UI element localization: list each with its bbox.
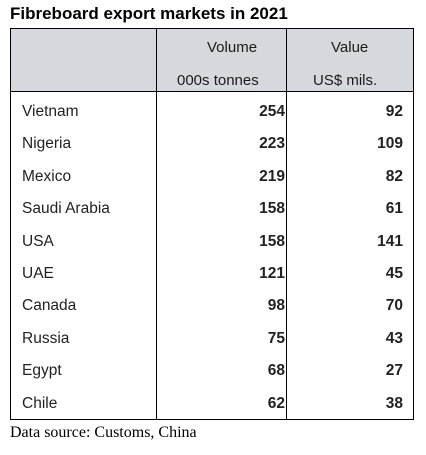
table-row: Nigeria 223 109 (11, 127, 413, 160)
volume-cell: 62 (267, 394, 285, 412)
table-row: Mexico 219 82 (11, 160, 413, 193)
country-cell: Nigeria (22, 135, 72, 153)
value-cell: 109 (377, 135, 403, 153)
value-column-header: Value (331, 39, 369, 56)
volume-cell: 158 (259, 232, 285, 250)
table-row: Vietnam 254 92 (11, 95, 413, 128)
data-source-note: Data source: Customs, China (10, 424, 197, 441)
value-cell: 43 (385, 329, 403, 347)
volume-cell: 158 (259, 200, 285, 218)
table-row: Chile 62 38 (11, 387, 413, 420)
volume-cell: 223 (259, 135, 285, 153)
country-cell: UAE (22, 265, 54, 282)
country-cell: Mexico (22, 167, 72, 185)
country-cell: Chile (22, 394, 58, 412)
value-cell: 70 (385, 297, 403, 315)
chart-title: Fibreboard export markets in 2021 (10, 4, 288, 23)
country-cell: Russia (22, 329, 70, 347)
column-divider (156, 29, 157, 419)
table-row: Canada 98 70 (11, 289, 413, 322)
volume-unit-label: 000s tonnes (177, 72, 259, 89)
value-cell: 38 (385, 394, 403, 412)
volume-cell: 121 (259, 265, 285, 282)
value-cell: 45 (385, 265, 403, 282)
table-row: USA 158 141 (11, 225, 413, 258)
table-row: UAE 121 45 (11, 257, 413, 290)
table-row: Egypt 68 27 (11, 354, 413, 387)
country-cell: Saudi Arabia (22, 200, 110, 218)
volume-cell: 98 (267, 297, 285, 315)
table-header: Volume 000s tonnes Value US$ mils. (11, 29, 413, 92)
volume-column-header: Volume (207, 39, 258, 56)
value-cell: 61 (385, 200, 403, 218)
volume-cell: 68 (267, 362, 285, 380)
value-cell: 82 (385, 167, 403, 185)
table-row: Russia 75 43 (11, 322, 413, 355)
table-row: Saudi Arabia 158 61 (11, 192, 413, 225)
volume-cell: 75 (267, 329, 285, 347)
value-cell: 141 (377, 232, 403, 250)
country-cell: Egypt (22, 362, 62, 380)
data-table: Volume 000s tonnes Value US$ mils. Vietn… (10, 28, 414, 420)
country-cell: Canada (22, 297, 77, 315)
value-cell: 27 (385, 362, 403, 380)
value-cell: 92 (385, 103, 403, 120)
column-divider (286, 29, 287, 419)
value-unit-label: US$ mils. (313, 72, 378, 89)
volume-cell: 254 (259, 103, 285, 120)
country-cell: Vietnam (22, 103, 79, 120)
country-cell: USA (22, 232, 54, 250)
volume-cell: 219 (259, 167, 285, 185)
